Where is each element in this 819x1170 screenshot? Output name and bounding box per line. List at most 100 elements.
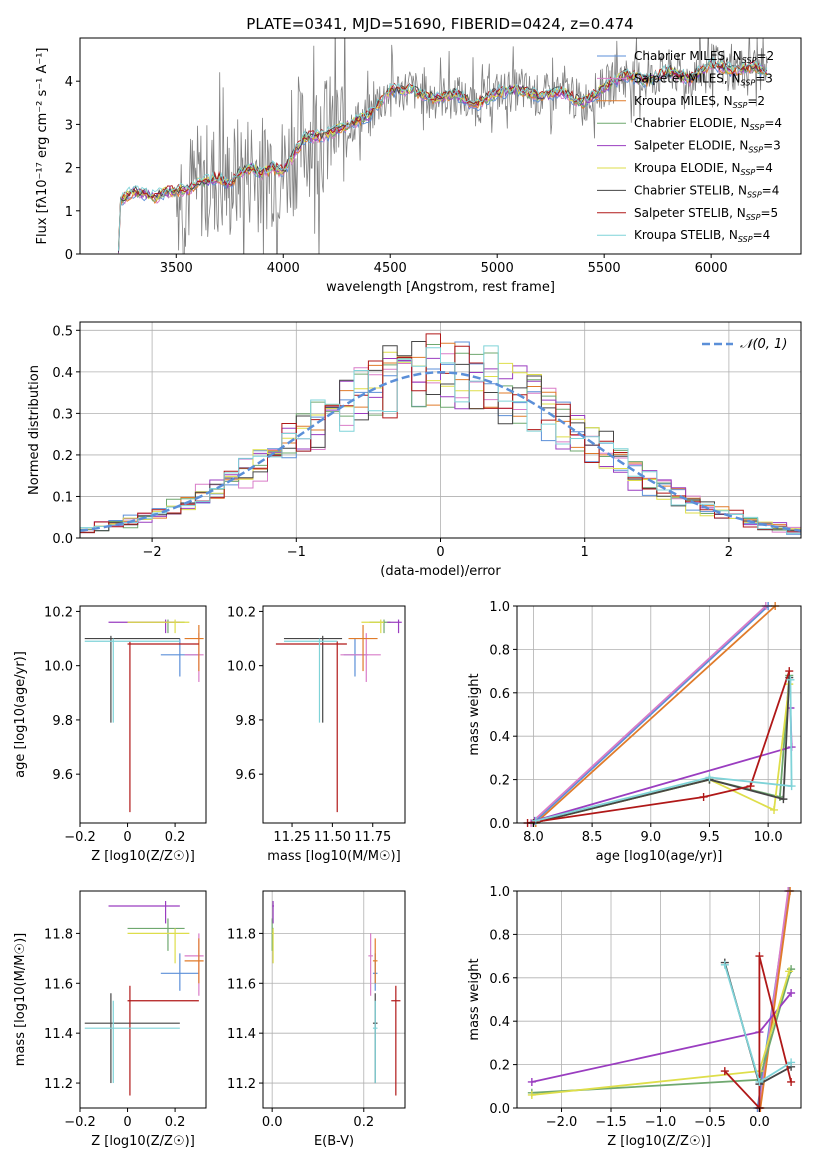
massweight_vs_age-ytick-label: 0.0 (489, 817, 510, 832)
mass_vs_Z-axes-frame (79, 890, 207, 1109)
residual-histogram-salpeter_elodie (80, 357, 801, 534)
age_vs_mass-xlabel: mass [log10(M/M☉)] (267, 849, 400, 864)
legend-label-salpeter_stelib: Salpeter STELIB, NSSP=5 (634, 206, 778, 222)
massweight_vs_Z-marker-salpeter_stelib (787, 1077, 796, 1086)
model-spectrum-kroupa_elodie (118, 61, 768, 249)
mass_vs_Z-ytick-label: 11.2 (44, 1077, 73, 1092)
residuals-ytick-label: 0.1 (52, 490, 73, 505)
massweight_vs_Z-marker-kroupa_stelib (787, 1058, 796, 1067)
massweight_vs_Z-xtick-label: −1.5 (595, 1115, 627, 1130)
age_vs_Z-axes-frame (79, 605, 207, 824)
massweight_vs_Z-ytick-label: 0.4 (489, 1015, 510, 1030)
massweight_vs_age-xtick-label: 9.5 (699, 830, 720, 845)
residuals-ytick-label: 0.4 (52, 366, 73, 381)
massweight_vs_age-marker-salpeter_stelib (785, 667, 794, 676)
spectrum-xtick-label: 5000 (481, 261, 514, 276)
mass_vs_ebv-ytick-label: 11.2 (227, 1077, 256, 1092)
age_vs_mass-axes-frame (262, 605, 406, 824)
massweight_vs_Z-ytick-label: 0.2 (489, 1059, 510, 1074)
massweight_vs_age-xtick-label: 8.0 (523, 830, 544, 845)
massweight_vs_Z-marker-kroupa_elodie (785, 967, 794, 976)
massweight_vs_Z-ytick-label: 1.0 (489, 885, 510, 900)
spectrum-xtick-label: 6000 (695, 261, 728, 276)
spectrum-xlabel: wavelength [Angstrom, rest frame] (326, 280, 555, 295)
residuals-xtick-label: 1 (581, 545, 589, 560)
age_vs_mass-ytick-label: 10.0 (227, 660, 256, 675)
massweight_vs_Z-marker-salpeter_elodie (527, 1077, 536, 1086)
legend-label-salpeter_elodie: Salpeter ELODIE, NSSP=3 (634, 139, 781, 155)
mass_vs_ebv-ytick-label: 11.6 (227, 977, 256, 992)
massweight_vs_age-axes-frame (516, 605, 802, 824)
spectrum-xtick-label: 3500 (160, 261, 193, 276)
spectrum-xtick-label: 5500 (588, 261, 621, 276)
mass_vs_Z-xtick-label: 0.2 (165, 1115, 186, 1130)
residuals-xtick-label: −1 (287, 545, 306, 560)
mass_vs_ebv-xtick-label: 0.2 (353, 1115, 374, 1130)
spectrum-xtick-label: 4500 (374, 261, 407, 276)
age_vs_Z-xtick-label: 0 (123, 830, 131, 845)
age_vs_mass-ytick-label: 9.6 (235, 768, 256, 783)
age_vs_Z-xtick-label: 0.2 (165, 830, 186, 845)
legend-label-gaussian: 𝒩(0, 1) (740, 337, 787, 352)
legend-label-salpeter_miles: Salpeter MILES, NSSP=3 (634, 71, 773, 87)
spectrum-xtick-label: 4000 (267, 261, 300, 276)
massweight_vs_Z-xtick-label: −2.0 (546, 1115, 578, 1130)
legend-label-chabrier_elodie: Chabrier ELODIE, NSSP=4 (634, 116, 782, 132)
age_vs_Z-xtick-label: −0.2 (64, 830, 96, 845)
massweight_vs_Z-marker-salpeter_elodie (787, 988, 796, 997)
massweight_vs_Z-marker-salpeter_stelib (720, 1067, 729, 1076)
mass_vs_Z-ytick-label: 11.6 (44, 977, 73, 992)
legend-label-chabrier_miles: Chabrier MILES, NSSP=2 (634, 49, 774, 65)
mass_vs_ebv-axes-frame (262, 890, 406, 1109)
mass_vs_Z-xtick-label: −0.2 (64, 1115, 96, 1130)
massweight_vs_age-marker-kroupa_stelib (786, 675, 795, 684)
age_vs_mass-xtick-label: 11.25 (273, 830, 310, 845)
massweight_vs_age-ylabel: mass weight (467, 673, 482, 755)
age_vs_Z-ytick-label: 9.8 (52, 714, 73, 729)
mass_vs_Z-ytick-label: 11.8 (44, 927, 73, 942)
age_vs_mass-ytick-label: 10.2 (227, 605, 256, 620)
massweight_vs_age-series-chabrier_miles (532, 605, 769, 824)
massweight_vs_age-xlabel: age [log10(age/yr)] (596, 849, 723, 864)
massweight_vs_age-xtick-label: 10.0 (754, 830, 783, 845)
model-spectrum-kroupa_stelib (118, 57, 768, 251)
residuals-ytick-label: 0.0 (52, 532, 73, 547)
residuals-ytick-label: 0.5 (52, 324, 73, 339)
legend-label-chabrier_stelib: Chabrier STELIB, NSSP=4 (634, 183, 779, 199)
spectrum-ytick-label: 0 (65, 248, 73, 263)
mass_vs_Z-ytick-label: 11.4 (44, 1027, 73, 1042)
residuals-ylabel: Normed distribution (27, 365, 42, 495)
spectrum-ytick-label: 2 (65, 162, 73, 177)
massweight_vs_age-series-kroupa_stelib (535, 679, 793, 822)
massweight_vs_Z-xtick-label: 0.0 (749, 1115, 770, 1130)
age_vs_mass-xtick-label: 11.75 (354, 830, 391, 845)
age_vs_Z-xlabel: Z [log10(Z/Z☉)] (91, 849, 195, 864)
age_vs_Z-ylabel: age [log10(age/yr)] (13, 651, 28, 778)
mass_vs_Z-ylabel: mass [log10(M/M☉)] (13, 933, 28, 1066)
mass_vs_ebv-xlabel: E(B-V) (314, 1134, 354, 1149)
massweight_vs_Z-marker-kroupa_stelib (755, 1077, 764, 1086)
massweight_vs_Z-series-kroupa_miles (759, 890, 791, 1109)
massweight_vs_age-ytick-label: 1.0 (489, 600, 510, 615)
model-spectrum-chabrier_miles (118, 63, 768, 254)
massweight_vs_age-series-chabrier_elodie (533, 675, 791, 824)
massweight_vs_age-ytick-label: 0.2 (489, 774, 510, 789)
massweight_vs_Z-axes-frame (516, 890, 802, 1109)
age_vs_Z-ytick-label: 10.2 (44, 605, 73, 620)
massweight_vs_Z-series-chabrier_stelib (723, 962, 792, 1086)
age_vs_mass-ytick-label: 9.8 (235, 714, 256, 729)
residuals-xtick-label: −2 (143, 545, 162, 560)
age_vs_Z-ytick-label: 10.0 (44, 660, 73, 675)
spectrum-ytick-label: 3 (65, 118, 73, 133)
massweight_vs_age-ytick-label: 0.6 (489, 687, 510, 702)
massweight_vs_age-marker-kroupa_stelib (705, 773, 714, 782)
age_vs_mass-xtick-label: 11.50 (314, 830, 351, 845)
mass_vs_ebv-ytick-label: 11.4 (227, 1027, 256, 1042)
figure-title: PLATE=0341, MJD=51690, FIBERID=0424, z=0… (246, 15, 633, 33)
massweight_vs_Z-ylabel: mass weight (467, 958, 482, 1040)
massweight_vs_Z-marker-kroupa_elodie (527, 1090, 536, 1099)
residual-histogram-chabrier_stelib (80, 341, 801, 533)
mass_vs_Z-xtick-label: 0 (123, 1115, 131, 1130)
spectrum-ylabel: Flux [fλ10⁻¹⁷ erg cm⁻² s⁻¹ A⁻¹] (35, 48, 50, 245)
